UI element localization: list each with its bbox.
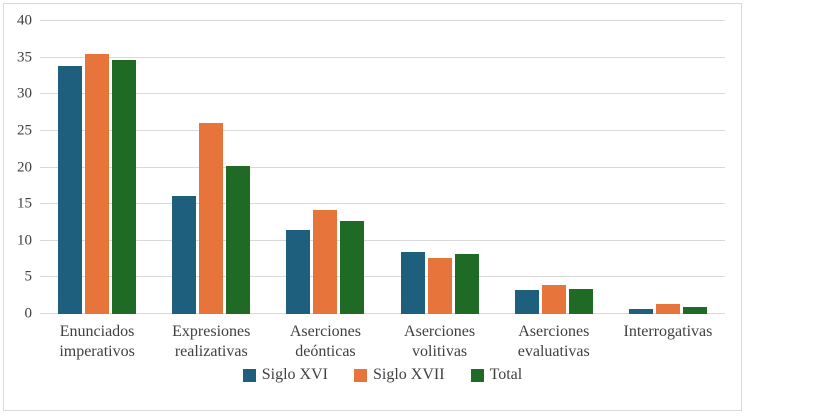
y-tick-label: 25 (17, 122, 32, 139)
y-tick-label: 0 (24, 305, 33, 322)
gridline (40, 276, 725, 278)
bar-group (40, 21, 154, 314)
bar-total (340, 220, 365, 314)
bar-siglo-xvii (541, 284, 566, 314)
bar-cluster (514, 284, 593, 314)
gridline (40, 166, 725, 168)
bar-group (154, 21, 268, 314)
gridline (40, 203, 725, 205)
bar-group (268, 21, 382, 314)
bar-cluster (628, 304, 707, 314)
bar-group (383, 21, 497, 314)
y-tick-label: 30 (17, 85, 32, 102)
bar-group (497, 21, 611, 314)
bar-siglo-xvii (313, 210, 338, 314)
bar-groups (40, 21, 725, 314)
y-tick-label: 5 (24, 268, 33, 285)
legend: Siglo XVI Siglo XVII Total (40, 366, 725, 384)
bar-siglo-xvii (199, 122, 224, 314)
legend-item-total: Total (470, 366, 523, 384)
gridline (40, 129, 725, 131)
legend-swatch (242, 368, 256, 382)
gridline (40, 56, 725, 58)
gridline (40, 20, 725, 21)
bar-siglo-xvii (655, 304, 680, 314)
bar-cluster (172, 122, 251, 314)
y-tick-label: 10 (17, 232, 32, 249)
legend-label: Total (489, 366, 523, 383)
chart-frame: 0 5 10 15 20 25 30 35 40 Enunciados imperativos E… (3, 3, 742, 411)
bar-group (611, 21, 725, 314)
bar-siglo-xvi (400, 251, 425, 314)
y-tick-label: 35 (17, 49, 32, 66)
y-tick-label: 15 (17, 195, 32, 212)
category-label: Interrogativas (623, 323, 713, 340)
bar-total (226, 166, 251, 314)
legend-item-siglo-xvii: Siglo XVII (354, 366, 445, 384)
category-label: Expresiones realizativas (172, 323, 251, 360)
bar-siglo-xvii (427, 257, 452, 314)
gridline (40, 93, 725, 95)
bar-siglo-xvii (85, 53, 110, 314)
bar-total (682, 307, 707, 314)
bar-total (568, 289, 593, 314)
bar-siglo-xvi (628, 308, 653, 314)
gridline (40, 239, 725, 241)
legend-label: Siglo XVI (261, 366, 328, 383)
bar-siglo-xvi (58, 65, 83, 314)
legend-swatch (470, 368, 484, 382)
bar-siglo-xvi (286, 229, 311, 314)
category-label: Aserciones deónticas (289, 323, 361, 360)
legend-item-siglo-xvi: Siglo XVI (242, 366, 328, 384)
category-label: Aserciones volitivas (404, 323, 476, 360)
bar-cluster (286, 210, 365, 314)
bar-siglo-xvi (172, 196, 197, 314)
y-axis: 0 5 10 15 20 25 30 35 40 (4, 13, 33, 321)
bar-cluster (400, 251, 479, 314)
bar-siglo-xvi (514, 289, 539, 314)
category-label: Enunciados imperativos (59, 323, 135, 360)
y-tick-label: 20 (17, 159, 32, 175)
bar-total (454, 253, 479, 314)
bar-total (112, 59, 137, 314)
category-label: Aserciones evaluativas (517, 323, 590, 360)
legend-swatch (354, 368, 367, 382)
x-axis-labels: Enunciados imperativos Expresiones realiz… (40, 322, 725, 362)
plot-area (40, 20, 725, 314)
gridline (40, 313, 725, 314)
bar-cluster (58, 53, 137, 314)
y-tick-label: 40 (17, 12, 32, 29)
legend-label: Siglo XVII (373, 366, 445, 383)
